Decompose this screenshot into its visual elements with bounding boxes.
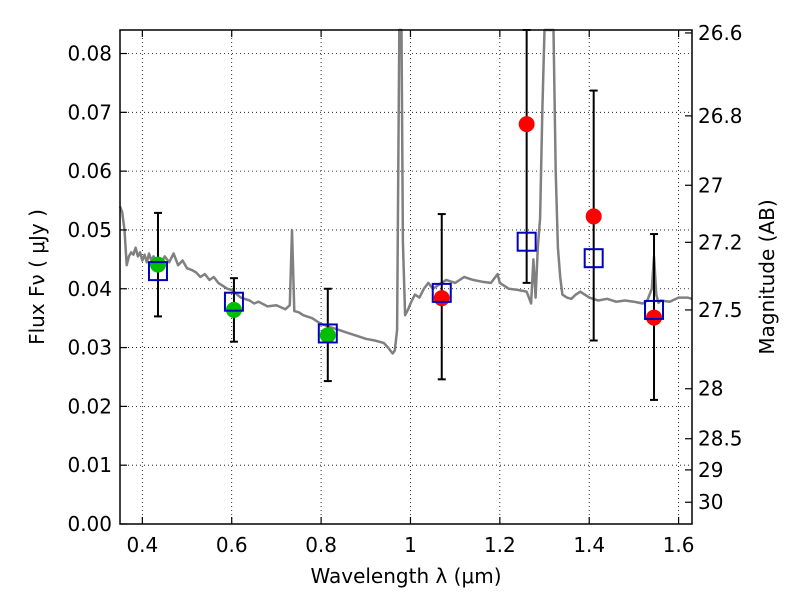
magnitude-tick-label: 28 [698,377,723,401]
green-data-point [149,256,166,273]
x-tick-label: 1.2 [484,533,516,557]
y-tick-label: 0.07 [67,100,112,124]
y-axis-label: Flux Fν ( μJy ) [25,209,49,345]
tick-layer: 0.4 0.6 0.8 1 1.2 1.4 1.6 0.00 0.01 0.02 0.03 0.04 0… [67,21,742,557]
red-data-point [646,309,663,326]
right-axis-label: Magnitude (AB) [755,199,779,354]
x-tick-label: 0.8 [305,533,337,557]
model-square-marker [147,261,168,282]
green-data-point [319,327,336,344]
y-tick-label: 0.01 [67,453,112,477]
magnitude-tick-label: 27 [698,173,723,197]
red-data-point [518,116,535,133]
magnitude-tick-label: 27.2 [698,230,743,254]
magnitude-tick-label: 27.5 [698,298,743,322]
model-square-marker [644,299,665,320]
magnitude-tick-label: 28.5 [698,427,743,451]
x-tick-label: 0.4 [126,533,158,557]
x-tick-label: 1.4 [573,533,605,557]
model-square-marker [583,248,604,269]
y-tick-label: 0.08 [67,42,112,66]
model-square-marker [431,282,452,303]
x-tick-label: 1.6 [663,533,695,557]
plot-layer [118,28,693,401]
model-square-marker [516,231,537,252]
magnitude-tick-label: 30 [698,490,723,514]
magnitude-tick-label: 26.8 [698,104,743,128]
x-tick-label: 1 [404,533,417,557]
y-tick-label: 0.03 [67,336,112,360]
template-spectrum-line [118,28,693,355]
x-axis-label: Wavelength λ (μm) [310,564,501,588]
y-tick-label: 0.04 [67,277,112,301]
magnitude-tick-label: 26.6 [698,21,743,45]
magnitude-tick-label: 29 [698,458,723,482]
red-data-point [433,290,450,307]
x-tick-label: 0.6 [216,533,248,557]
model-square-marker [317,323,338,344]
red-data-point [585,208,602,225]
model-square-marker [223,291,244,312]
y-tick-label: 0.02 [67,394,112,418]
y-tick-label: 0.00 [67,512,112,536]
y-tick-label: 0.06 [67,159,112,183]
plot-area-frame [119,29,693,525]
y-tick-label: 0.05 [67,218,112,242]
